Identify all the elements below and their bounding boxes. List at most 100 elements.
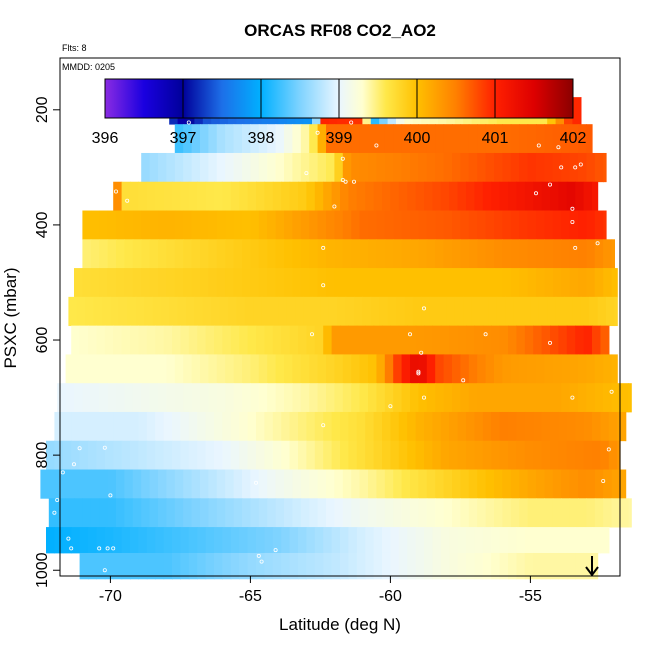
heatmap-cell [247, 552, 257, 580]
heatmap-cell [424, 440, 433, 470]
heatmap-cell [113, 552, 123, 580]
heatmap-cell [183, 152, 193, 183]
heatmap-cell [606, 296, 615, 327]
heatmap-cell [309, 152, 319, 183]
heatmap-cell [197, 440, 207, 470]
heatmap-cell [138, 181, 148, 211]
heatmap-cell [502, 268, 512, 298]
heatmap-cell [415, 527, 425, 554]
heatmap-cell [524, 527, 534, 554]
heatmap-cell [247, 411, 257, 442]
heatmap-cell [578, 469, 587, 499]
heatmap-cell [401, 383, 411, 413]
heatmap-cell [309, 124, 319, 154]
heatmap-cell [376, 354, 386, 384]
heatmap-cell [216, 354, 226, 384]
heatmap-cell [432, 552, 442, 580]
heatmap-cell [432, 325, 442, 355]
heatmap-cell [74, 469, 83, 499]
heatmap-cell [342, 268, 352, 298]
heatmap-cell [348, 440, 358, 470]
sample-point [315, 130, 320, 135]
heatmap-cell [415, 411, 425, 442]
heatmap-cell [163, 552, 173, 580]
heatmap-cell [468, 124, 478, 154]
heatmap-cell [468, 498, 478, 528]
heatmap-cell [485, 268, 495, 298]
heatmap-cell [502, 152, 512, 183]
heatmap-cell [191, 239, 201, 269]
sample-point [343, 179, 348, 184]
heatmap-cell [342, 124, 352, 154]
heatmap-cell [592, 411, 601, 442]
heatmap-cell [491, 411, 501, 442]
heatmap-cell [536, 268, 545, 298]
heatmap-cell [214, 527, 223, 554]
heatmap-cell [289, 411, 299, 442]
heatmap-cell [158, 152, 167, 183]
colorbar-ticks: 396 397 398 399 400 401 402 [92, 79, 586, 147]
heatmap-cell [426, 469, 436, 499]
heatmap-cell [132, 469, 142, 499]
heatmap-cell [300, 239, 310, 269]
heatmap-cell [589, 296, 599, 327]
colorbar-tick-label: 397 [170, 130, 197, 147]
heatmap-cell [608, 411, 618, 442]
heatmap-cell [586, 124, 593, 154]
heatmap-cell [88, 411, 97, 442]
heatmap-cell [200, 210, 209, 240]
heatmap-cell [351, 383, 361, 413]
heatmap-cell [208, 383, 218, 413]
heatmap-cell [239, 527, 249, 554]
heatmap-cell [306, 440, 316, 470]
heatmap-cell [359, 469, 369, 499]
heatmap-cell [146, 181, 156, 211]
heatmap-cell [494, 498, 503, 528]
heatmap-cell [292, 210, 302, 240]
heatmap-cell [527, 210, 537, 240]
heatmap-cell [474, 440, 484, 470]
sample-point [97, 546, 102, 551]
heatmap-cell [379, 296, 389, 327]
sample-point [256, 553, 261, 558]
heatmap-cell [292, 239, 302, 269]
heatmap-cell [550, 440, 559, 470]
heatmap-cell [261, 296, 271, 327]
heatmap-cell [558, 181, 568, 211]
heatmap-cell [200, 498, 209, 528]
sample-point [609, 389, 614, 394]
heatmap-cell [393, 383, 403, 413]
heatmap-cell [603, 354, 613, 384]
heatmap-cell [578, 498, 587, 528]
heatmap-cell [477, 498, 487, 528]
heatmap-cell [309, 498, 319, 528]
heatmap-cell [536, 354, 545, 384]
heatmap-cell [418, 354, 428, 384]
heatmap-cell [387, 296, 397, 327]
heatmap-cell [527, 239, 537, 269]
colorbar-tick-label: 396 [92, 130, 119, 147]
heatmap-cell [172, 440, 181, 470]
heatmap-cell [611, 498, 621, 528]
heatmap-cell [359, 268, 369, 298]
heatmap-cell [68, 296, 78, 327]
heatmap-cell [264, 552, 274, 580]
heatmap-cell [443, 383, 453, 413]
heatmap-cell [583, 325, 593, 355]
heatmap-cell [550, 181, 559, 211]
heatmap-cell [166, 152, 176, 183]
heatmap-cell [393, 152, 403, 183]
heatmap-cell [435, 498, 445, 528]
heatmap-cell [216, 124, 226, 154]
heatmap-cell [443, 210, 453, 240]
heatmap-cell [536, 498, 545, 528]
heatmap-cell [384, 152, 394, 183]
date-note: MMDD: 0205 [62, 62, 115, 72]
heatmap-cell [250, 268, 260, 298]
heatmap-cell [298, 527, 307, 554]
heatmap-cell [292, 498, 302, 528]
heatmap-cell [275, 354, 285, 384]
heatmap-cells [40, 97, 632, 580]
heatmap-cell [628, 498, 632, 528]
heatmap-cell [258, 239, 268, 269]
